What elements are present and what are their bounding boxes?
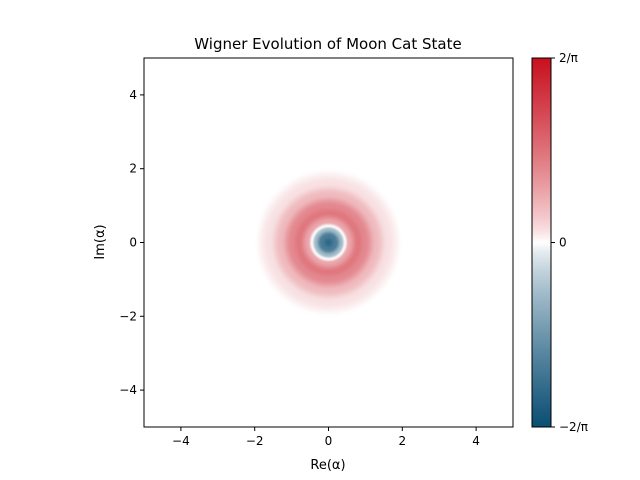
y-tick-label: −4 — [119, 383, 137, 397]
colorbar-tick-label: −2/π — [559, 420, 588, 434]
chart-title: Wigner Evolution of Moon Cat State — [194, 35, 461, 53]
colorbar: 2/π 0 −2/π — [531, 51, 588, 434]
x-tick-label: 2 — [398, 434, 406, 448]
y-tick-label: 2 — [129, 162, 137, 176]
colorbar-gradient — [531, 57, 552, 428]
y-axis: −4 −2 0 2 4 — [119, 88, 144, 397]
colorbar-tick-label: 2/π — [559, 51, 578, 65]
y-tick-label: 4 — [129, 88, 137, 102]
colorbar-tick-label: 0 — [559, 236, 567, 250]
colorbar-ticks: 2/π 0 −2/π — [551, 51, 588, 434]
x-tick-label: −4 — [172, 434, 190, 448]
y-tick-label: 0 — [129, 236, 137, 250]
x-axis: −4 −2 0 2 4 — [172, 427, 480, 448]
x-axis-label: Re(α) — [310, 458, 345, 473]
x-tick-label: 4 — [472, 434, 480, 448]
x-tick-label: −2 — [246, 434, 264, 448]
wigner-heatmap — [144, 58, 513, 427]
plot-area — [143, 57, 514, 428]
y-tick-label: −2 — [119, 309, 137, 323]
x-tick-label: 0 — [325, 434, 333, 448]
y-axis-label: Im(α) — [93, 224, 108, 259]
